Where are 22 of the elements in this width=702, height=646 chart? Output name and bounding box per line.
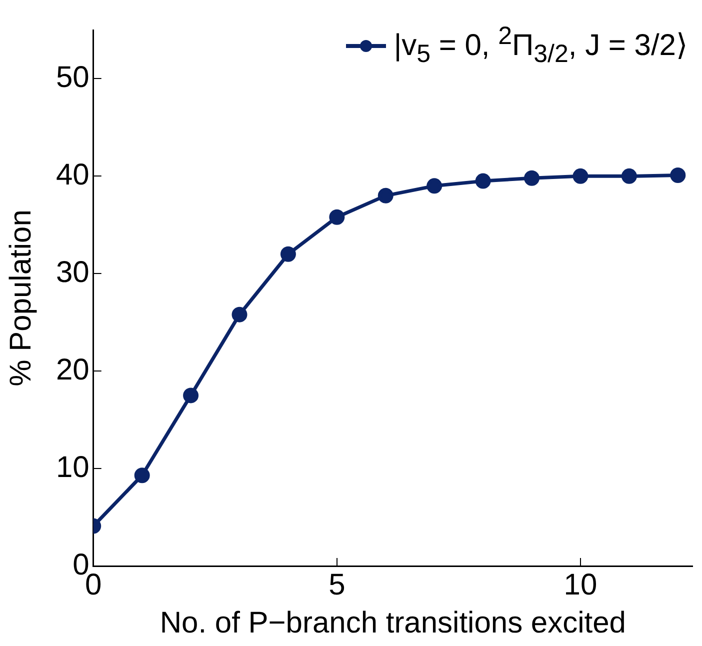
y-tick-label: 10 [56,450,90,484]
x-tick-label: 5 [328,568,346,602]
point [621,168,637,184]
point [183,388,199,404]
legend-label: |v$_{5}$ = 0, $^{2}$Π$_{3/2}$, J = 3/2⟩ [394,22,688,69]
y-tick-label: 50 [56,60,90,94]
x-axis-title: No. of P−branch transitions excited [160,606,626,640]
point [524,170,540,186]
point [426,178,442,194]
point [280,246,296,262]
point [572,168,588,184]
y-tick-label: 30 [56,256,90,289]
y-tick-label: 40 [56,158,90,192]
x-tick-label: 10 [564,568,598,602]
y-axis-title: % Population [4,210,38,386]
point [670,167,686,183]
point [329,209,345,225]
y-tick-label: 20 [56,353,90,386]
point [475,173,491,189]
point [232,306,248,322]
point [378,188,394,204]
point [134,468,150,484]
